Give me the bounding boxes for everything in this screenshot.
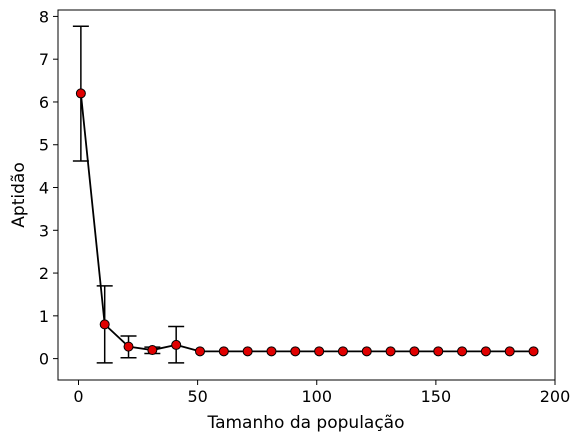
x-axis-label: Tamanho da população xyxy=(207,413,405,433)
data-point xyxy=(147,345,158,356)
y-tick-label: 2 xyxy=(39,264,49,283)
x-tick-label: 0 xyxy=(73,387,83,406)
y-tick-label: 5 xyxy=(39,136,49,155)
data-point xyxy=(195,346,205,357)
x-tick-label: 150 xyxy=(421,387,452,406)
data-point xyxy=(242,346,253,357)
plot-area xyxy=(58,10,555,380)
data-point xyxy=(290,346,301,357)
y-tick-label: 8 xyxy=(39,7,49,26)
y-tick-label: 3 xyxy=(39,221,49,240)
x-tick-label: 100 xyxy=(301,387,332,406)
x-tick-label: 200 xyxy=(540,387,571,406)
y-tick-label: 4 xyxy=(39,179,49,198)
data-point xyxy=(75,88,86,99)
data-point xyxy=(480,346,491,357)
data-point xyxy=(218,346,229,357)
data-point xyxy=(99,319,110,330)
y-axis-label: Aptidão xyxy=(9,162,29,227)
y-tick-label: 1 xyxy=(39,307,49,326)
data-point xyxy=(123,341,134,352)
y-tick-label: 0 xyxy=(39,350,49,369)
data-point xyxy=(385,346,396,357)
data-point xyxy=(504,346,515,357)
data-point xyxy=(409,346,420,357)
y-tick-label: 7 xyxy=(39,50,49,69)
data-point xyxy=(528,346,539,357)
data-point xyxy=(171,339,182,350)
x-tick-label: 50 xyxy=(187,387,207,406)
y-tick-label: 6 xyxy=(39,93,49,112)
y-axis-ticks: 0 1 2 3 4 5 6 7 8 xyxy=(39,7,58,369)
data-point xyxy=(433,346,444,357)
plot-frame xyxy=(57,9,556,381)
data-point xyxy=(457,346,468,357)
data-point xyxy=(266,346,277,357)
data-point xyxy=(314,346,325,357)
data-points xyxy=(75,88,539,357)
data-point xyxy=(361,346,372,357)
data-point xyxy=(337,346,348,357)
x-axis-ticks: 0 50 100 150 200 xyxy=(73,380,570,406)
